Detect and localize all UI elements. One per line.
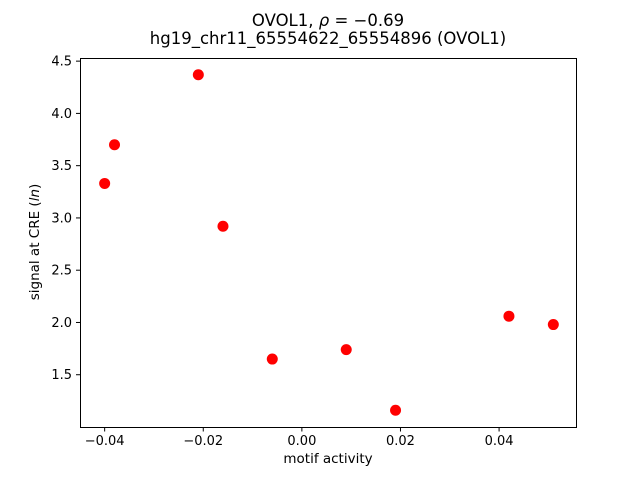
data-point xyxy=(109,139,121,151)
x-tick-label: 0.02 xyxy=(386,434,415,449)
chart-title-line1: OVOL1, ρ = −0.69 xyxy=(80,12,576,30)
y-tick-label: 3.5 xyxy=(51,159,72,174)
y-tick-label: 1.5 xyxy=(51,368,72,383)
x-tick-label: −0.02 xyxy=(183,434,223,449)
y-tick-label: 4.5 xyxy=(51,55,72,70)
data-point xyxy=(217,220,229,232)
title-rho-value: = −0.69 xyxy=(329,11,405,30)
chart-title-line2: hg19_chr11_65554622_65554896 (OVOL1) xyxy=(149,28,507,48)
data-point xyxy=(99,177,111,189)
axes-frame xyxy=(80,58,577,428)
data-point xyxy=(503,310,515,322)
rho-symbol: ρ xyxy=(318,11,330,30)
x-tick-label: 0.04 xyxy=(485,434,514,449)
y-tick-label: 2.0 xyxy=(51,316,72,331)
ylabel-ln: ln xyxy=(27,188,43,202)
data-point xyxy=(547,319,559,331)
data-point xyxy=(266,353,278,365)
y-tick-label: 4.0 xyxy=(51,107,72,122)
x-tick-label: −0.04 xyxy=(85,434,125,449)
y-tick-label: 3.0 xyxy=(51,211,72,226)
y-tick-label: 2.5 xyxy=(51,264,72,279)
x-tick-label: 0.00 xyxy=(287,434,316,449)
data-point xyxy=(390,404,402,416)
x-axis-label: motif activity xyxy=(283,451,373,467)
title-gene-label: OVOL1, xyxy=(251,11,319,30)
data-point xyxy=(340,344,352,356)
chart-title: OVOL1, ρ = −0.69 hg19_chr11_65554622_655… xyxy=(80,12,576,47)
data-point xyxy=(192,69,204,81)
